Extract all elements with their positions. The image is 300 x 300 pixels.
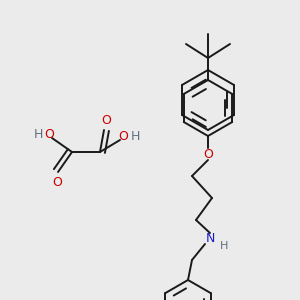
Text: H: H xyxy=(33,128,43,140)
Text: O: O xyxy=(52,176,62,188)
Text: H: H xyxy=(220,241,228,251)
Text: H: H xyxy=(130,130,140,142)
Text: O: O xyxy=(44,128,54,142)
Text: O: O xyxy=(101,113,111,127)
Text: O: O xyxy=(118,130,128,143)
Text: O: O xyxy=(203,148,213,160)
Text: N: N xyxy=(205,232,215,244)
